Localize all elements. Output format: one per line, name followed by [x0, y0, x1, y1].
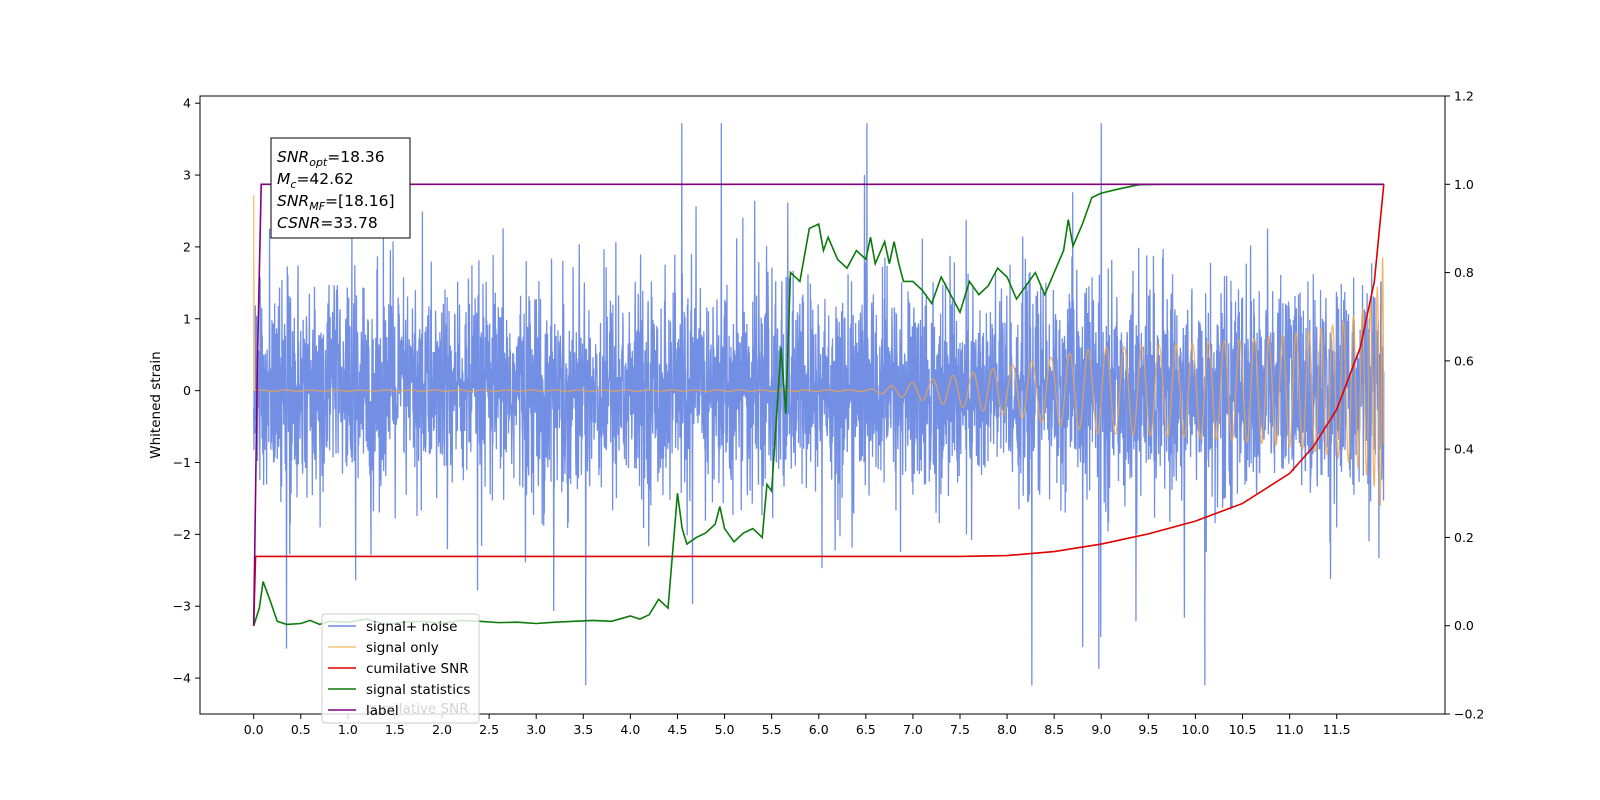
annotation-box: SNRopt=18.36Mc=42.62SNRMF=[18.16]CSNR=33… — [270, 137, 411, 239]
annotation-frame — [270, 137, 411, 239]
legend-label: label — [366, 703, 399, 719]
x-tick-label: 7.0 — [903, 722, 923, 737]
x-tick-label: 7.5 — [950, 722, 970, 737]
x-tick-label: 1.5 — [385, 722, 405, 737]
y-tick-label: 0 — [183, 383, 191, 398]
y-tick-label: 3 — [183, 168, 191, 183]
series-cumilative-snr — [252, 184, 1385, 626]
y2-tick-label: 1.2 — [1454, 89, 1474, 104]
x-tick-label: 5.5 — [762, 722, 782, 737]
x-tick-label: 8.5 — [1044, 722, 1064, 737]
series-signal-only — [253, 257, 1385, 507]
y2-tick-label: 0.4 — [1454, 442, 1474, 457]
x-tick-label: 0.5 — [291, 722, 311, 737]
y2-tick-label: 0.2 — [1454, 530, 1474, 545]
x-tick-label: 11.0 — [1276, 722, 1304, 737]
y-tick-label: 1 — [183, 311, 191, 326]
x-tick-label: 10.5 — [1229, 722, 1257, 737]
y-tick-label: −3 — [173, 599, 191, 614]
y-axis-right: −0.2 0.0 0.2 0.4 0.6 0.8 1.0 1.2 — [1445, 89, 1484, 722]
annotation-line: CSNR=33.78 — [277, 214, 378, 232]
x-tick-label: 1.0 — [338, 722, 358, 737]
y-axis-left: −4 −3 −2 −1 0 1 2 3 4 — [173, 96, 200, 686]
x-tick-label: 5.0 — [715, 722, 735, 737]
x-tick-label: 2.5 — [479, 722, 499, 737]
y2-tick-label: 0.6 — [1454, 353, 1474, 368]
x-tick-label: 2.0 — [432, 722, 452, 737]
legend-label: signal statistics — [366, 682, 470, 698]
y-tick-label: −1 — [173, 455, 191, 470]
y2-tick-label: −0.2 — [1454, 707, 1484, 722]
y-tick-label: 4 — [183, 96, 191, 111]
x-tick-label: 9.5 — [1138, 722, 1158, 737]
annotation-line: Mc=42.62 — [277, 170, 354, 191]
x-tick-label: 3.0 — [526, 722, 546, 737]
legend-frame — [321, 613, 480, 724]
y-axis-label: Whitened strain — [148, 351, 164, 458]
legend-ghost-label: cumilative SNR — [366, 701, 469, 717]
legend-label: cumilative SNR — [366, 661, 469, 677]
y-tick-label: −4 — [173, 671, 191, 686]
chirp-layer — [252, 195, 1385, 507]
x-tick-label: 0.0 — [244, 722, 264, 737]
legend: cumilative SNR signal+ noise signal only cu… — [321, 613, 480, 724]
y2-tick-label: 0.0 — [1454, 618, 1474, 633]
series-label — [252, 183, 1384, 626]
annotation-line: SNRMF=[18.16] — [277, 192, 395, 213]
y2-tick-label: 1.0 — [1454, 177, 1474, 192]
x-axis: 0.0 0.5 1.0 1.5 2.0 2.5 3.0 3.5 4.0 4.5 5.0 5.5 6.0 6… — [244, 714, 1351, 737]
legend-label: signal only — [366, 640, 439, 656]
y-tick-label: −2 — [173, 527, 191, 542]
x-tick-label: 4.5 — [668, 722, 688, 737]
x-tick-label: 8.0 — [997, 722, 1017, 737]
y-tick-label: 2 — [183, 239, 191, 254]
x-tick-label: 11.5 — [1323, 722, 1351, 737]
x-tick-label: 9.0 — [1091, 722, 1111, 737]
x-tick-label: 4.0 — [620, 722, 640, 737]
x-tick-label: 10.0 — [1182, 722, 1210, 737]
legend-label: signal+ noise — [366, 619, 457, 635]
x-tick-label: 6.0 — [809, 722, 829, 737]
annotation-line: SNRopt=18.36 — [277, 148, 385, 169]
plot-frame — [199, 95, 1446, 715]
x-tick-label: 6.5 — [856, 722, 876, 737]
y2-tick-label: 0.8 — [1454, 265, 1474, 280]
x-tick-label: 3.5 — [573, 722, 593, 737]
